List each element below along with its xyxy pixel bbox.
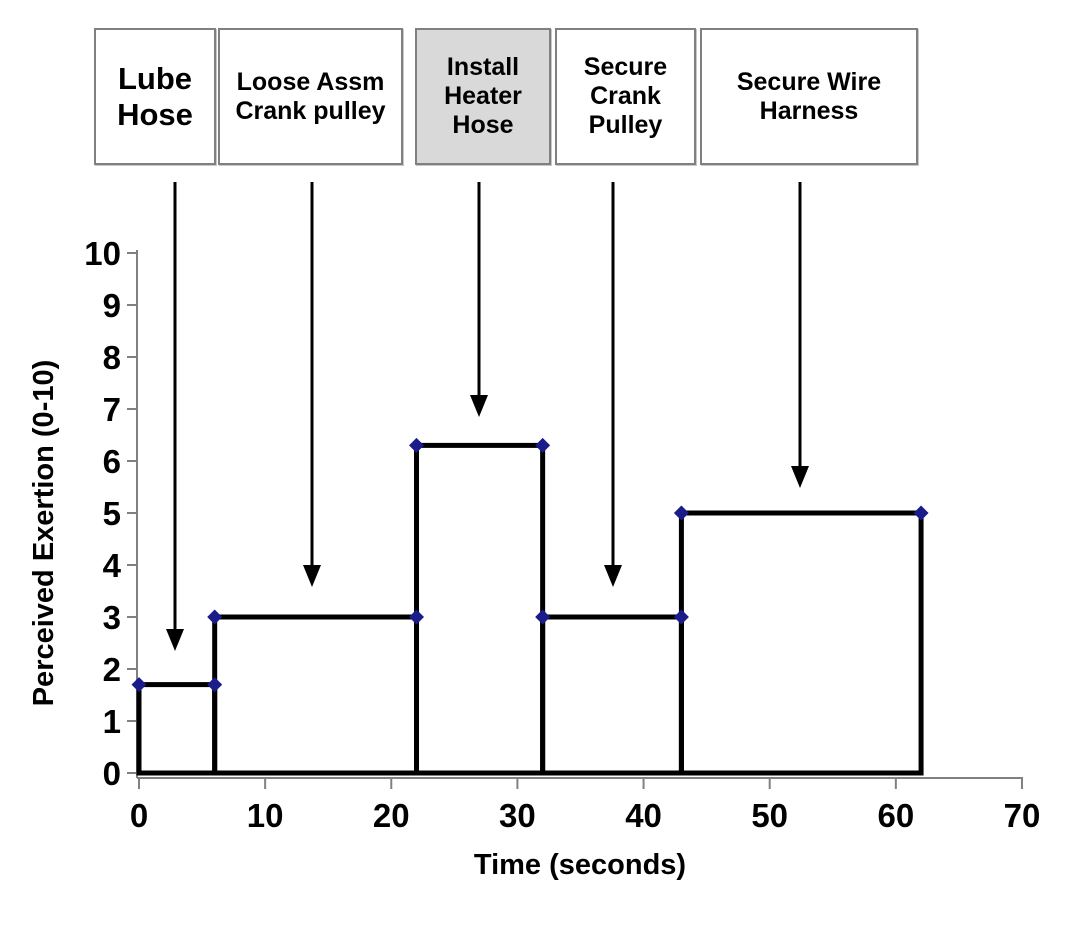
data-point-marker <box>131 677 147 693</box>
x-axis-title: Time (seconds) <box>473 849 687 881</box>
data-point-marker <box>673 505 689 521</box>
annotation-arrow-head <box>791 466 809 488</box>
task-label-text: Lube Hose <box>117 60 193 132</box>
annotation-arrow-head <box>604 565 622 587</box>
data-point-marker <box>535 609 551 625</box>
y-tick-label: 3 <box>103 599 121 636</box>
y-tick-label: 1 <box>103 703 121 740</box>
x-tick-label: 20 <box>373 797 410 834</box>
task-label-text: Secure Wire Harness <box>736 67 882 125</box>
task-label-secure-crank-pulley: Secure Crank Pulley <box>555 28 696 165</box>
exertion-step <box>212 614 420 776</box>
y-tick-label: 6 <box>103 443 121 480</box>
task-label-install-heater-hose: Install Heater Hose <box>415 28 551 165</box>
x-tick-label: 50 <box>751 797 788 834</box>
exertion-step <box>540 614 684 776</box>
y-tick-label: 7 <box>103 391 121 428</box>
y-tick-label: 0 <box>103 755 121 792</box>
y-tick-label: 9 <box>103 287 121 324</box>
data-point-marker <box>913 505 929 521</box>
exertion-step <box>414 442 546 776</box>
exertion-step <box>678 510 924 776</box>
task-label-loose-assm-crank-pulley: Loose Assm Crank pulley <box>218 28 403 165</box>
data-point-marker <box>535 437 551 453</box>
annotation-arrow-head <box>166 629 184 651</box>
x-tick-label: 70 <box>1004 797 1041 834</box>
data-point-marker <box>409 437 425 453</box>
data-point-marker <box>673 609 689 625</box>
task-label-text: Secure Crank Pulley <box>583 53 668 139</box>
data-point-marker <box>207 677 223 693</box>
data-point-marker <box>207 609 223 625</box>
y-tick-label: 10 <box>84 235 121 272</box>
task-label-secure-wire-harness: Secure Wire Harness <box>700 28 918 165</box>
x-tick-label: 10 <box>247 797 284 834</box>
y-tick-label: 4 <box>103 547 122 584</box>
x-tick-label: 60 <box>877 797 914 834</box>
task-label-lube-hose: Lube Hose <box>94 28 216 165</box>
y-tick-label: 5 <box>103 495 121 532</box>
annotation-arrow-head <box>303 565 321 587</box>
exertion-step <box>136 682 218 776</box>
x-tick-label: 40 <box>625 797 662 834</box>
annotation-arrow-head <box>470 395 488 417</box>
task-label-text: Install Heater Hose <box>444 53 522 139</box>
data-point-marker <box>409 609 425 625</box>
y-tick-label: 8 <box>103 339 121 376</box>
x-tick-label: 30 <box>499 797 536 834</box>
task-label-text: Loose Assm Crank pulley <box>235 67 386 125</box>
y-tick-label: 2 <box>103 651 121 688</box>
x-tick-label: 0 <box>130 797 148 834</box>
y-axis-title: Perceived Exertion (0-10) <box>28 359 60 707</box>
